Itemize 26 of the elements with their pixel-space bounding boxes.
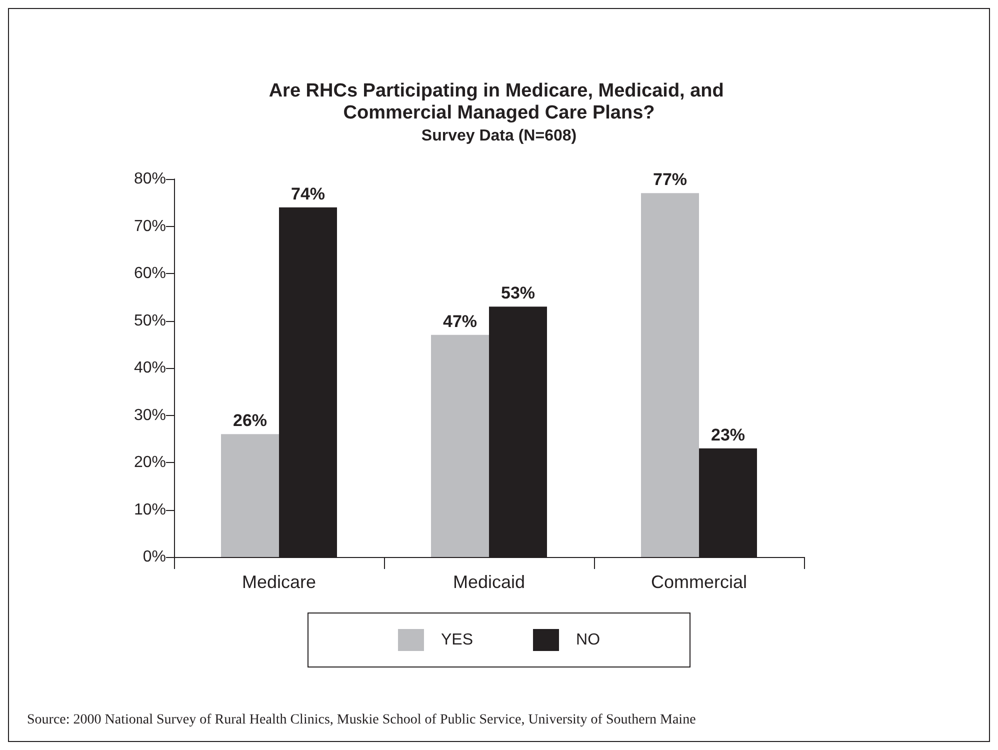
- data-label: 23%: [710, 425, 746, 444]
- chart-title: Are RHCs Participating in Medicare, Medicaid, and Commercial Managed Care Plans?: [268, 80, 730, 124]
- x-tick-label: Medicaid: [452, 572, 526, 592]
- x-tick-label: Medicare: [242, 572, 316, 592]
- data-label: 77%: [652, 170, 688, 190]
- data-label: 74%: [290, 184, 326, 204]
- data-label: 26%: [232, 411, 268, 430]
- y-tick-label: 0%: [142, 548, 166, 566]
- data-label: 53%: [500, 284, 536, 303]
- bar: [221, 434, 279, 557]
- y-tick-label: 70%: [134, 218, 166, 235]
- y-tick-label: 80%: [134, 170, 166, 188]
- y-tick-label: 30%: [134, 406, 166, 424]
- y-tick-label: 40%: [134, 360, 166, 376]
- chart-subtitle: Survey Data (N=608): [421, 128, 577, 144]
- y-tick-label: 20%: [134, 454, 166, 471]
- bar: [641, 193, 699, 557]
- y-tick-label: 10%: [134, 501, 166, 518]
- y-tick-label: 60%: [134, 265, 166, 282]
- x-tick-label: Commercial: [650, 572, 748, 592]
- source-note: Source: 2000 National Survey of Rural Health Clinics, Muskie School of Public Service, University of Southern Maine: [27, 712, 696, 728]
- data-label: 47%: [442, 312, 478, 331]
- y-tick-label: 50%: [134, 312, 166, 330]
- legend-label: YES: [440, 632, 474, 648]
- bar: [431, 334, 489, 557]
- legend-label: NO: [576, 632, 600, 648]
